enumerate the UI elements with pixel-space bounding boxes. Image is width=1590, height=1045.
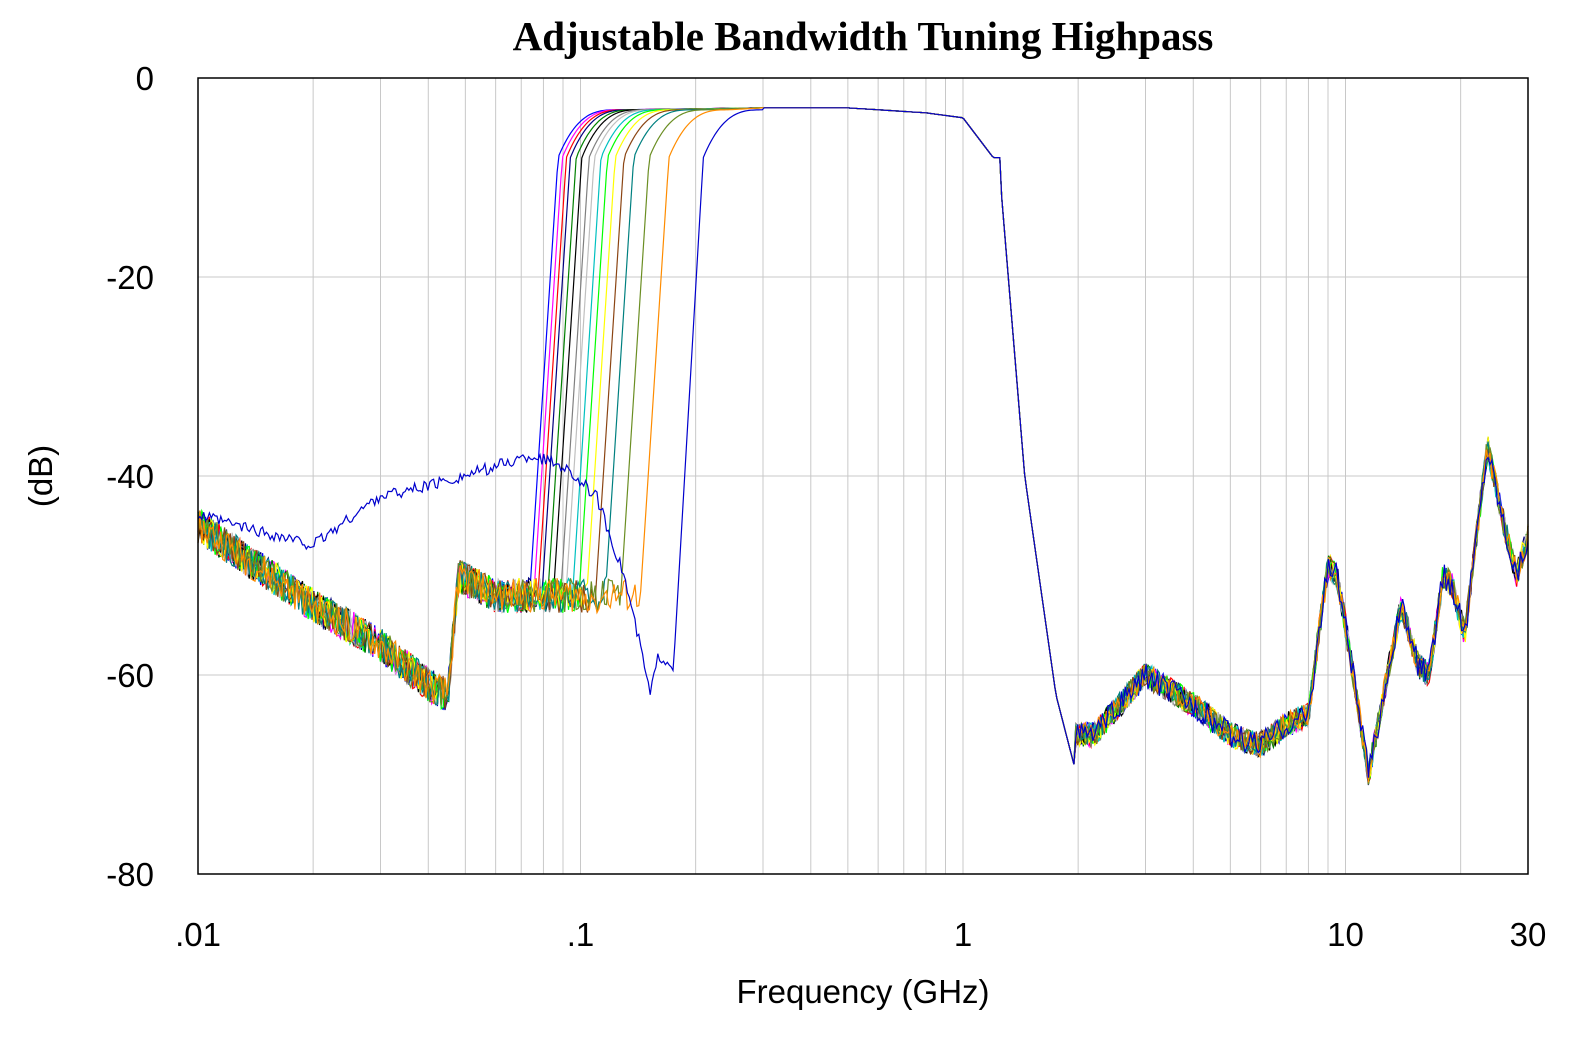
x-axis-label: Frequency (GHz) bbox=[736, 973, 989, 1010]
y-tick-labels: 0 -20 -40 -60 -80 bbox=[106, 60, 154, 893]
x-tick-label: .01 bbox=[175, 916, 221, 953]
series-line bbox=[197, 107, 1529, 784]
x-tick-label: .1 bbox=[567, 916, 595, 953]
y-tick-label: -20 bbox=[106, 259, 154, 296]
curves bbox=[197, 107, 1529, 786]
x-tick-label: 30 bbox=[1510, 916, 1547, 953]
y-tick-label: -80 bbox=[106, 856, 154, 893]
grid bbox=[198, 78, 1528, 874]
series-line bbox=[197, 107, 1529, 784]
x-tick-label: 10 bbox=[1327, 916, 1364, 953]
y-tick-label: -60 bbox=[106, 657, 154, 694]
chart-title: Adjustable Bandwidth Tuning Highpass bbox=[512, 13, 1214, 59]
y-tick-label: -40 bbox=[106, 458, 154, 495]
x-tick-labels: .01 .1 1 10 30 bbox=[175, 916, 1546, 953]
series-line bbox=[197, 107, 1529, 786]
series-line bbox=[197, 107, 1529, 778]
series-line bbox=[197, 107, 1529, 785]
y-tick-label: 0 bbox=[136, 60, 154, 97]
x-tick-label: 1 bbox=[954, 916, 972, 953]
series-line bbox=[197, 107, 1529, 783]
series-line bbox=[197, 107, 1529, 782]
series-line bbox=[197, 107, 1529, 778]
plot-frame bbox=[197, 77, 1529, 875]
y-axis-label: (dB) bbox=[22, 445, 59, 507]
series-line bbox=[197, 107, 1529, 770]
series-line bbox=[197, 107, 1529, 785]
